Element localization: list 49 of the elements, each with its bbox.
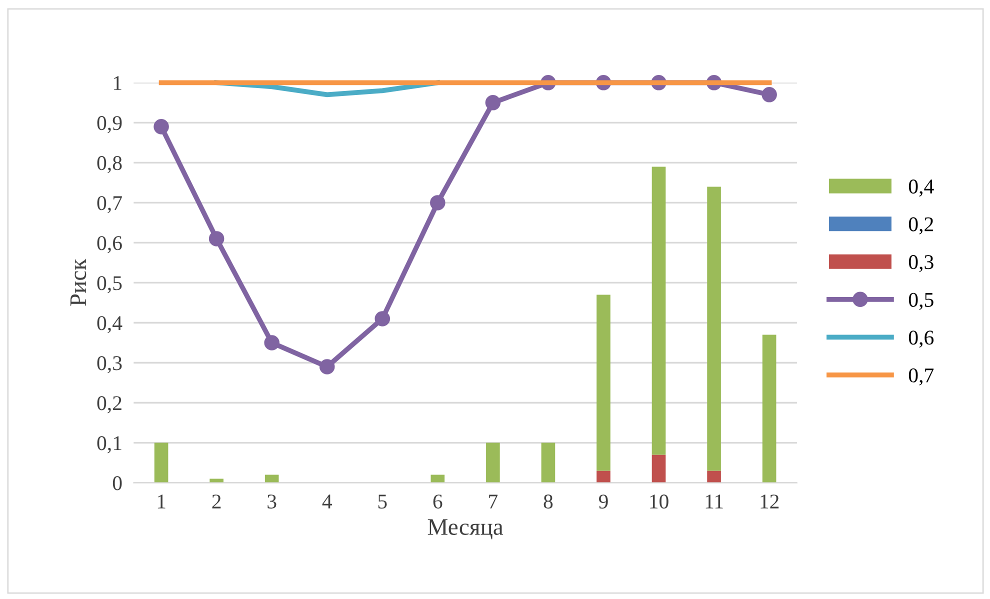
y-tick-label: 0,1 (97, 436, 122, 454)
x-tick-label: 3 (268, 494, 276, 509)
legend-label: 0,4 (908, 180, 934, 197)
y-tick-label: 0,4 (97, 316, 122, 334)
point (208, 231, 224, 246)
x-tick-label: 7 (489, 494, 498, 508)
legend-label: 0,3 (908, 255, 934, 272)
bar (154, 442, 168, 483)
x-tick-label: 9 (598, 494, 608, 509)
y-axis-title: Риск (70, 258, 86, 306)
y-tick-label: 0,3 (97, 356, 122, 374)
y-tick-label: 0,7 (97, 196, 122, 214)
point (485, 95, 501, 110)
bar (486, 442, 500, 483)
x-tick-label: 2 (212, 494, 221, 508)
y-tick-label: 0,9 (97, 116, 122, 134)
x-axis-title: Месяца (428, 519, 504, 540)
y-tick-label: 0,2 (97, 396, 122, 414)
bar (596, 294, 610, 471)
x-tick-label: 12 (760, 494, 779, 508)
x-tick-label: 4 (322, 494, 332, 508)
x-tick-label: 5 (378, 494, 387, 509)
legend-label: 0,7 (908, 368, 934, 386)
legend-label: 0,2 (908, 217, 934, 234)
point (374, 311, 390, 326)
y-tick-label: 1 (114, 76, 122, 90)
point (319, 359, 335, 374)
y-tick-label: 0 (112, 476, 122, 490)
y-tick-label: 0,5 (97, 276, 122, 294)
y-tick-label: 0,8 (97, 156, 122, 174)
legend-label: 0,5 (908, 292, 934, 310)
point (762, 87, 777, 102)
bar (762, 334, 776, 483)
point (430, 195, 446, 210)
point (154, 119, 169, 134)
bar (652, 166, 666, 455)
x-tick-label: 1 (158, 494, 166, 508)
bar (707, 470, 721, 483)
x-tick-label: 11 (706, 494, 723, 508)
bar (707, 186, 721, 471)
bar (652, 454, 666, 483)
x-tick-label: 6 (433, 494, 442, 509)
bar (541, 442, 556, 483)
point (264, 335, 280, 350)
y-tick-label: 0,6 (97, 236, 122, 254)
legend-label: 0,6 (908, 330, 934, 348)
x-tick-label: 10 (650, 494, 668, 509)
bar (596, 470, 610, 483)
x-tick-label: 8 (544, 494, 553, 509)
